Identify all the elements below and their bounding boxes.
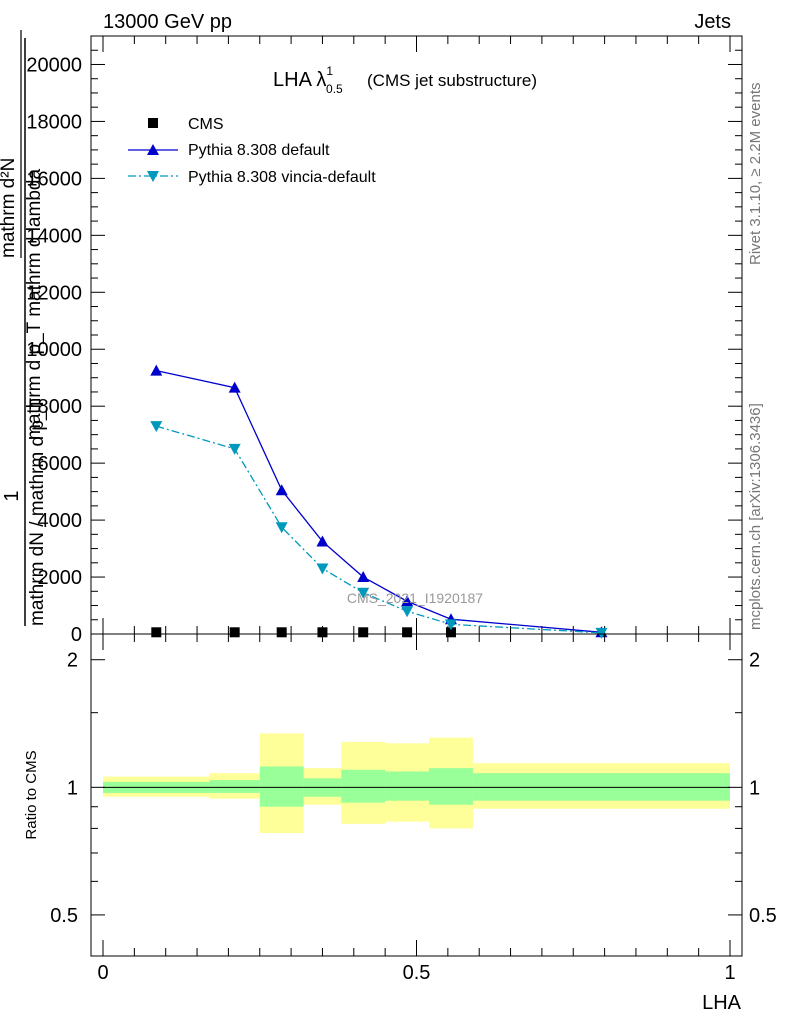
data-point [444,619,457,631]
y-tick-label: 14000 [26,225,82,247]
data-point [150,364,163,376]
y-tick-label-right: 0.5 [749,905,777,927]
legend-default-label: Pythia 8.308 default [188,142,330,159]
ratio-bands [103,733,730,834]
ratio-y-label: Ratio to CMS [23,750,40,839]
inner-band [429,768,473,805]
data-point [401,595,414,607]
data-point [401,606,414,618]
data-point [229,627,240,638]
x-tick-label: 0.5 [403,962,431,984]
data-point [317,627,328,638]
x-tick-label: 0 [97,962,108,984]
data-point [357,571,370,583]
data-point [150,421,163,433]
watermark: CMS_2021_I1920187 [347,590,483,606]
y-label-inner-numerator: mathrm d²N [0,158,19,258]
data-point [595,627,608,639]
y-tick-label: 0.5 [50,905,78,927]
y-tick-label: 20000 [26,54,82,76]
ratio-x-ticks: 0 0.5 1 [97,634,736,984]
main-y-ticks: 0 2000 4000 6000 8000 10000 12000 14000 16000 180… [26,35,742,646]
y-tick-label-right: 1 [749,777,760,799]
data-point [275,484,288,496]
source-label: mcplots.cern.ch [arXiv:1306.3436] [747,403,764,630]
y-tick-label-right: 2 [749,650,760,672]
series-line [156,369,602,633]
main-panel: 0 2000 4000 6000 8000 10000 12000 14000 16000 180… [0,30,743,646]
y-tick-label: 18000 [26,111,82,133]
main-y-label: 1 mathrm dN / mathrm d p_T mathrm d²N ma… [0,30,48,626]
legend-cms-label: CMS [188,116,224,133]
rivet-label: Rivet 3.1.10, ≥ 2.2M events [747,83,764,266]
y-tick-label: 8000 [38,396,83,418]
y-label-denominator: mathrm dN / mathrm d p_T [27,398,48,626]
chart-title: LHA λ1 0.5 [273,64,343,96]
data-point [316,563,329,575]
data-point [402,627,413,638]
y-tick-label: 2000 [38,567,83,589]
legend-vincia-label: Pythia 8.308 vincia-default [188,169,376,186]
main-series [150,364,608,639]
data-point [151,627,162,638]
inner-band [341,769,386,803]
data-point [316,535,329,547]
y-tick-label: 12000 [26,282,82,304]
legend-cms-marker [148,118,158,128]
chart-subtitle: (CMS jet substructure) [367,71,537,90]
y-tick-label: 10000 [26,339,82,361]
legend-default-marker [147,144,159,155]
inner-band [259,766,304,807]
y-tick-label: 1 [67,777,78,799]
legend-vincia-marker [147,171,159,182]
ratio-y-ticks: 0.5 0.5 1 1 2 2 [50,650,777,927]
y-tick-label: 2 [67,650,78,672]
data-point [275,522,288,534]
y-label-one: 1 [1,490,23,501]
y-tick-label: 0 [71,624,82,646]
series-line [156,425,602,634]
category-label: Jets [694,11,731,33]
ratio-panel: 0.5 0.51 12 2 0 0.5 1 Ratio to CMS LHA [23,633,777,1014]
data-point [358,627,369,638]
x-axis-label: LHA [702,992,742,1014]
y-tick-label: 16000 [26,168,82,190]
data-point [228,443,241,455]
y-label-inner-denominator: mathrm d p_T mathrm d lambda [24,169,45,440]
inner-band [385,771,430,801]
data-point [357,587,370,599]
y-tick-label: 6000 [38,453,83,475]
x-tick-label: 1 [724,962,735,984]
data-point [276,627,287,638]
energy-label: 13000 GeV pp [103,11,232,33]
data-point [445,627,456,638]
y-tick-label: 4000 [38,510,83,532]
data-point [228,381,241,393]
legend: CMS Pythia 8.308 default Pythia 8.308 vi… [128,116,376,186]
inner-band [209,780,260,793]
